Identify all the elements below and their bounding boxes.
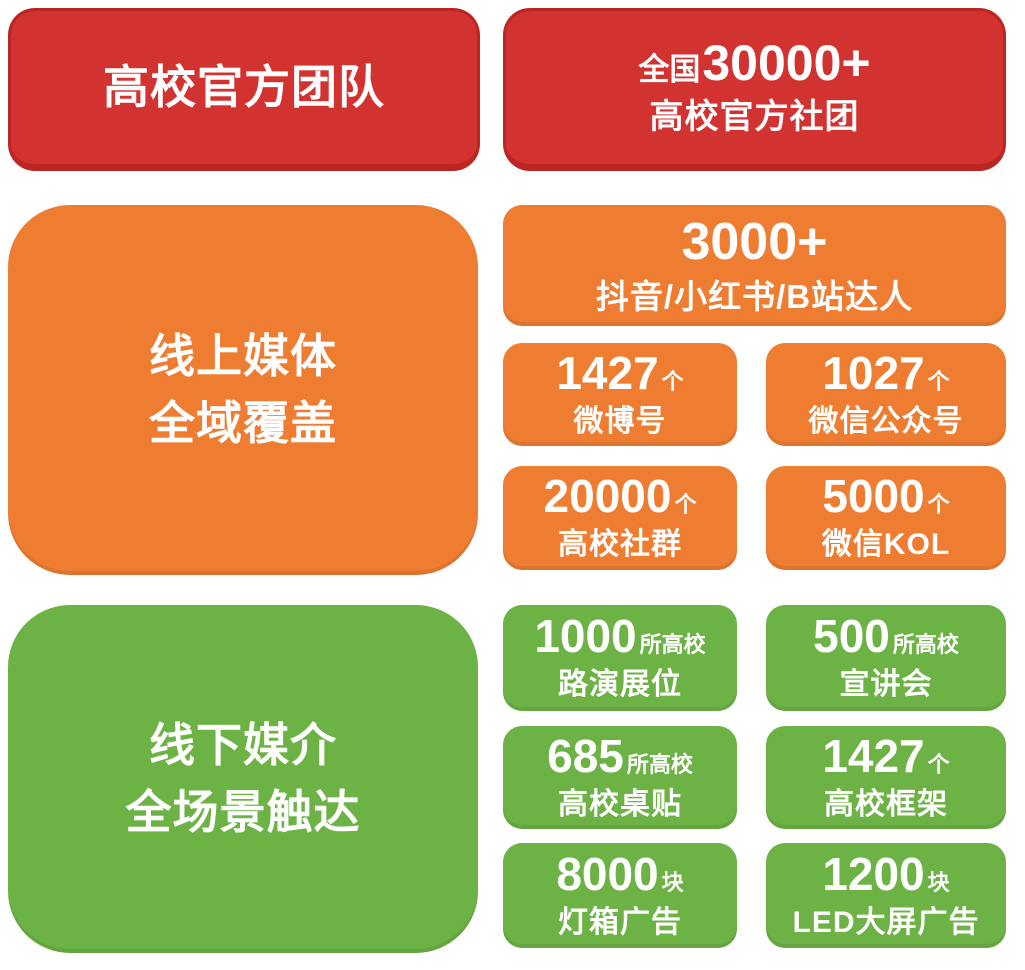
stat-unit: 个 [927,492,950,518]
stat-number-row: 1027 个 [822,350,949,396]
stat-prefix: 全国 [638,51,701,87]
stat-unit: 所高校 [639,632,706,658]
section-title-offline-media: 线下媒介 全场景触达 [8,605,478,953]
stat-label: LED大屏广告 [792,905,980,939]
stat-card-wechat-official-accounts: 1027 个 微信公众号 [766,343,1006,446]
stat-card-desk-stickers: 685 所高校 高校桌贴 [503,726,737,829]
stat-unit: 个 [661,368,684,394]
stat-number-row: 全国 30000+ [638,38,870,88]
stat-label: 微博号 [573,404,667,438]
official-teams-title: 高校官方团队 [103,61,385,114]
stat-unit: 所高校 [626,751,693,777]
section-title-official-teams: 高校官方团队 [8,8,480,171]
stat-number: 1000 [534,610,637,663]
stat-number-row: 5000 个 [822,473,949,519]
offline-media-title: 线下媒介 全场景触达 [126,712,361,845]
stat-card-influencers: 3000+ 抖音/小红书/B站达人 [503,205,1006,326]
stat-unit: 所高校 [892,632,959,658]
stat-number-row: 500 所高校 [813,613,959,659]
stat-label: 路演展位 [558,668,682,702]
stat-label: 灯箱广告 [558,905,682,939]
stat-label: 高校官方社团 [649,97,860,136]
online-media-title-line2: 全域覆盖 [149,397,337,449]
section-title-online-media: 线上媒体 全域覆盖 [8,205,478,575]
stat-card-official-clubs: 全国 30000+ 高校官方社团 [503,8,1006,171]
stat-number: 1200 [822,847,925,900]
stat-unit: 个 [927,751,950,777]
stat-card-roadshow-booths: 1000 所高校 路演展位 [503,605,737,711]
stat-number: 8000 [556,847,659,900]
stat-number-row: 1427 个 [822,733,949,779]
stat-number-row: 1427 个 [556,350,683,396]
stat-unit: 块 [927,869,950,895]
online-media-title-line1: 线上媒体 [149,330,337,383]
offline-media-title-line2: 全场景触达 [125,786,361,838]
stat-card-weibo-accounts: 1427 个 微博号 [503,343,737,446]
stat-number: 1427 [556,346,659,399]
stat-number: 3000+ [681,212,828,271]
stat-number-row: 1200 块 [822,851,949,897]
stat-number-row: 20000 个 [544,473,697,519]
stat-card-led-screen-ads: 1200 块 LED大屏广告 [766,843,1006,948]
stat-number: 20000 [543,470,672,523]
stat-number: 1427 [822,729,925,782]
stat-number: 5000 [822,470,925,523]
stat-card-campus-groups: 20000 个 高校社群 [503,466,737,570]
stat-number-row: 1000 所高校 [534,613,705,659]
stat-label: 抖音/小红书/B站达人 [595,277,914,315]
stat-number: 30000+ [702,34,871,91]
stat-number: 1027 [822,346,925,399]
stat-card-wechat-kol: 5000 个 微信KOL [766,466,1006,570]
stat-card-lightbox-ads: 8000 块 灯箱广告 [503,843,737,948]
stat-unit: 块 [661,869,684,895]
stat-label: 高校社群 [558,528,682,562]
stat-number-row: 8000 块 [556,851,683,897]
stat-card-info-sessions: 500 所高校 宣讲会 [766,605,1006,711]
stat-card-campus-frames: 1427 个 高校框架 [766,726,1006,829]
stat-number: 685 [547,729,624,782]
stat-label: 宣讲会 [839,668,933,702]
stat-unit: 个 [927,368,950,394]
stat-label: 高校框架 [824,787,948,821]
stat-label: 高校桌贴 [558,787,682,821]
stat-label: 微信公众号 [808,404,964,438]
online-media-title: 线上媒体 全域覆盖 [149,323,337,456]
offline-media-title-line1: 线下媒介 [149,719,337,772]
stat-label: 微信KOL [821,528,951,562]
stat-number-row: 685 所高校 [547,733,693,779]
stat-unit: 个 [674,492,697,518]
stat-number: 500 [813,610,890,663]
